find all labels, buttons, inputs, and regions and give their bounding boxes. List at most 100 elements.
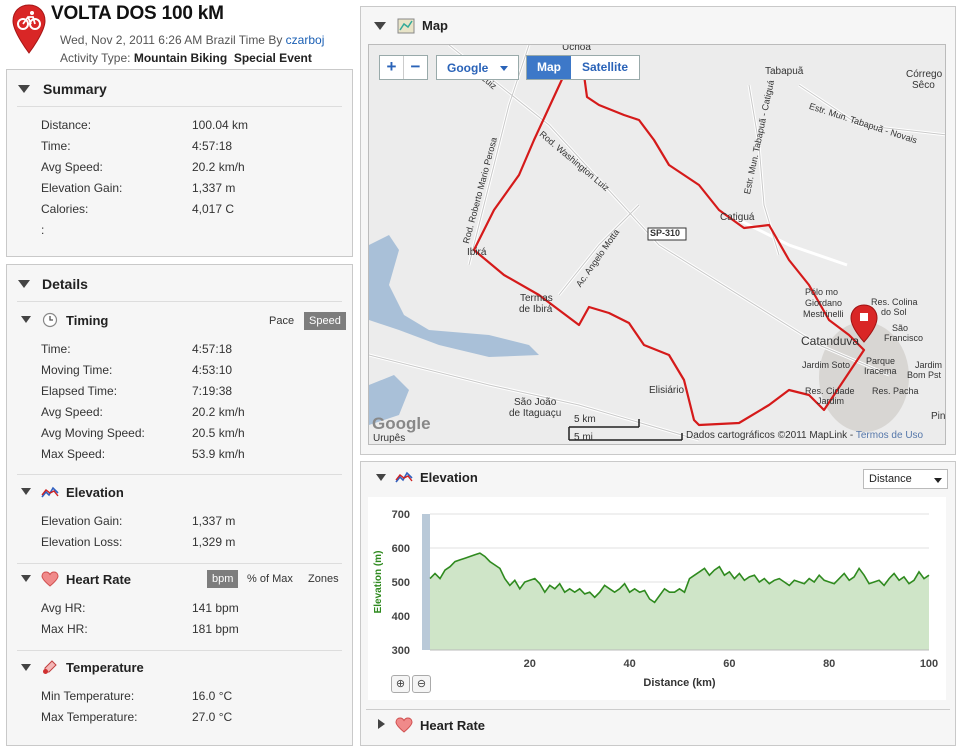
temperature-stat-value: 27.0 °C <box>192 710 233 724</box>
heart-rate-title: Heart Rate <box>66 572 132 587</box>
summary-stat-value: 4:57:18 <box>192 139 233 153</box>
heart-rate-collapse-toggle[interactable] <box>21 575 31 582</box>
event-type-value[interactable]: Special Event <box>233 51 312 65</box>
summary-collapse-toggle[interactable] <box>18 85 30 93</box>
x-axis-selector[interactable]: Distance <box>863 469 948 489</box>
range-handle[interactable] <box>422 514 430 650</box>
y-axis-label: Elevation (m) <box>373 551 384 614</box>
activity-datetime: Wed, Nov 2, 2011 6:26 AM Brazil Time By … <box>60 33 324 47</box>
zoom-controls: + − <box>379 55 428 80</box>
summary-stat-label: Time: <box>41 139 71 153</box>
elevation-collapse-toggle[interactable] <box>21 488 31 495</box>
elevation-chart-collapse-toggle[interactable] <box>376 474 386 481</box>
map-label-pin: Pin <box>931 411 946 422</box>
map-type-map-button[interactable]: Map <box>527 56 571 79</box>
temperature-stat-label: Min Temperature: <box>41 689 135 703</box>
heart-rate-chart-expand-toggle[interactable] <box>378 719 385 729</box>
timing-stat-value: 7:19:38 <box>192 384 233 398</box>
temperature-stat-value: 16.0 °C <box>192 689 233 703</box>
x-axis-label: Distance (km) <box>643 677 715 689</box>
timing-stat-label: Moving Time: <box>41 363 113 377</box>
author-link[interactable]: czarboj <box>285 33 325 47</box>
thermometer-icon <box>43 660 57 674</box>
summary-stat-label: Calories: <box>41 202 89 216</box>
activity-header: VOLTA DOS 100 kM Wed, Nov 2, 2011 6:26 A… <box>0 0 360 66</box>
heart-rate-chart-title: Heart Rate <box>420 718 486 733</box>
map-label-sao-joao: São João <box>514 397 557 408</box>
chart-zoom-out-button[interactable]: ⊖ <box>412 675 431 693</box>
y-tick-label: 700 <box>392 509 410 521</box>
heart-rate-stat-label: Max HR: <box>41 622 88 636</box>
elevation-chart-title: Elevation <box>420 470 478 485</box>
map-label-sao: São <box>892 323 909 333</box>
activity-type-value[interactable]: Mountain Biking <box>133 51 228 65</box>
map-label-tabapua: Tabapuã <box>765 66 804 77</box>
chevron-down-icon <box>500 66 508 71</box>
x-tick-label: 80 <box>823 658 835 670</box>
map-type-satellite-button[interactable]: Satellite <box>581 60 629 74</box>
summary-divider <box>17 106 342 107</box>
map-label-jardim2: Jardim <box>817 396 845 406</box>
pace-toggle[interactable]: Pace <box>269 315 295 327</box>
y-tick-label: 400 <box>392 611 410 623</box>
elevation-stat-value: 1,329 m <box>192 535 236 549</box>
map-label-corrego: Córrego <box>906 69 943 80</box>
details-divider <box>17 301 342 302</box>
map-label-uchoa: Uchoa <box>562 44 591 53</box>
google-logo: Google <box>372 414 431 433</box>
bpm-toggle[interactable]: bpm <box>207 570 239 588</box>
map-label-seco: Sêco <box>912 80 935 91</box>
elevation-chart-icon <box>41 486 59 498</box>
map-label-jardim-soto: Jardim Soto <box>802 360 851 370</box>
heart-rate-stat-value: 181 bpm <box>192 622 239 636</box>
summary-panel: Summary <box>6 69 353 257</box>
details-panel: Details <box>6 264 353 746</box>
elevation-stat-label: Elevation Gain: <box>41 514 123 528</box>
elevation-chart-area: 300 400 500 600 700 20 40 60 80 100 Distance (km) E… <box>368 497 946 700</box>
map-provider-select[interactable]: Google <box>436 55 519 80</box>
elevation-title: Elevation <box>66 485 124 500</box>
map-label-ibira: Ibirá <box>467 247 487 258</box>
heart-rate-stat-label: Avg HR: <box>41 601 86 615</box>
timing-collapse-toggle[interactable] <box>21 316 31 323</box>
speed-toggle[interactable]: Speed <box>304 312 346 330</box>
elevation-chart-divider <box>366 709 950 710</box>
attribution-text: Dados cartográficos ©2011 MapLink - <box>686 430 856 441</box>
pct-max-toggle[interactable]: % of Max <box>247 573 293 585</box>
timing-stat-label: Elapsed Time: <box>41 384 118 398</box>
map-label-polo1: Pólo mo <box>805 287 839 297</box>
timing-stat-label: Time: <box>41 342 71 356</box>
terms-link[interactable]: Termos de Uso <box>855 430 924 441</box>
timing-stat-value: 4:53:10 <box>192 363 233 377</box>
zoom-out-button[interactable]: − <box>410 57 421 76</box>
summary-stat-value: 1,337 m <box>192 181 236 195</box>
elevation-chart-icon <box>395 471 413 483</box>
map-label-francisco: Francisco <box>884 333 924 343</box>
summary-stat-value: 20.2 km/h <box>192 160 245 174</box>
temperature-collapse-toggle[interactable] <box>21 664 31 671</box>
map-label-jardim: Jardim <box>915 360 943 370</box>
map-title: Map <box>422 18 448 33</box>
chart-zoom-in-button[interactable]: ⊕ <box>391 675 410 693</box>
x-tick-label: 40 <box>623 658 635 670</box>
elevation-chart-svg[interactable]: 300 400 500 600 700 20 40 60 80 100 Distance (km) E… <box>368 497 946 700</box>
timing-stat-label: Avg Moving Speed: <box>41 426 145 440</box>
map-canvas[interactable]: Uchoa Tabapuã Córrego Sêco Estr. Mun. Ta… <box>368 44 946 445</box>
zoom-in-button[interactable]: + <box>380 56 404 79</box>
map-icon <box>397 18 415 34</box>
timing-title: Timing <box>66 313 109 328</box>
activity-title: VOLTA DOS 100 kM <box>51 3 224 24</box>
activity-type-line: Activity Type: Mountain Biking Special E… <box>60 51 312 65</box>
elevation-line <box>429 552 930 604</box>
map-label-res-colina: Res. Colina <box>871 297 918 307</box>
details-title: Details <box>42 276 88 292</box>
map-label-elisiario: Elisiário <box>649 385 685 396</box>
heart-rate-divider <box>17 650 342 651</box>
chevron-down-icon <box>934 478 942 483</box>
map-provider-label: Google <box>447 61 489 75</box>
zones-toggle[interactable]: Zones <box>308 573 339 585</box>
activity-datetime-text: Wed, Nov 2, 2011 6:26 AM Brazil Time By <box>60 33 283 47</box>
map-collapse-toggle[interactable] <box>374 22 386 30</box>
details-collapse-toggle[interactable] <box>18 280 30 288</box>
timing-stat-value: 20.5 km/h <box>192 426 245 440</box>
